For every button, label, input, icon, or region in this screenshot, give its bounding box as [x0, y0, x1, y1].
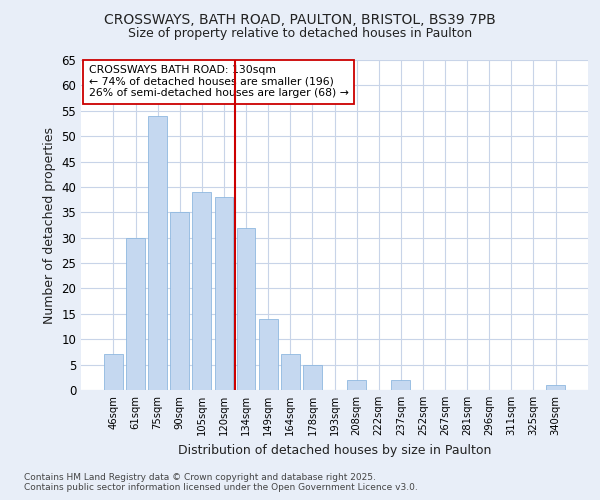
Bar	[259, 319, 278, 390]
Bar	[281, 354, 299, 390]
Text: Contains HM Land Registry data © Crown copyright and database right 2025.
Contai: Contains HM Land Registry data © Crown c…	[24, 473, 418, 492]
Bar	[236, 228, 256, 390]
Bar	[126, 238, 145, 390]
Text: CROSSWAYS, BATH ROAD, PAULTON, BRISTOL, BS39 7PB: CROSSWAYS, BATH ROAD, PAULTON, BRISTOL, …	[104, 12, 496, 26]
Bar	[148, 116, 167, 390]
Y-axis label: Number of detached properties: Number of detached properties	[43, 126, 56, 324]
Bar	[193, 192, 211, 390]
Bar	[303, 364, 322, 390]
Bar	[347, 380, 366, 390]
Bar	[170, 212, 189, 390]
Bar	[104, 354, 123, 390]
Text: CROSSWAYS BATH ROAD: 130sqm
← 74% of detached houses are smaller (196)
26% of se: CROSSWAYS BATH ROAD: 130sqm ← 74% of det…	[89, 65, 349, 98]
Bar	[546, 385, 565, 390]
Text: Size of property relative to detached houses in Paulton: Size of property relative to detached ho…	[128, 28, 472, 40]
X-axis label: Distribution of detached houses by size in Paulton: Distribution of detached houses by size …	[178, 444, 491, 456]
Bar	[391, 380, 410, 390]
Bar	[215, 197, 233, 390]
